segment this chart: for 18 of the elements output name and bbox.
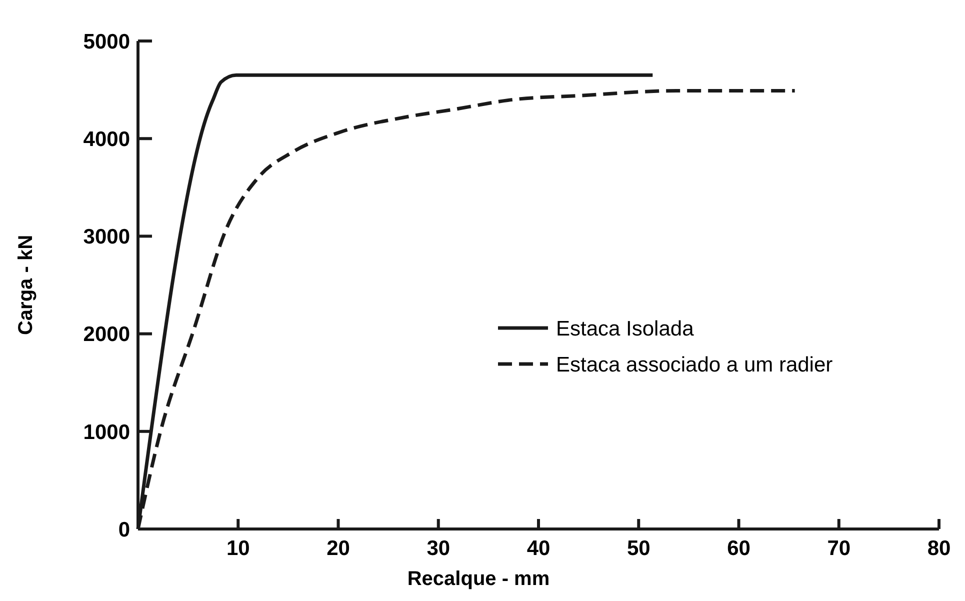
y-tick-label: 0 [118, 518, 130, 542]
x-tick-label: 60 [727, 537, 750, 560]
x-tick-label: 30 [426, 537, 450, 560]
x-tick-label: 80 [927, 537, 951, 560]
x-tick-label: 10 [226, 537, 250, 560]
y-tick-label: 3000 [83, 226, 130, 249]
x-tick-label: 70 [827, 537, 851, 560]
y-tick-label: 1000 [83, 420, 130, 444]
x-tick-label: 40 [526, 537, 550, 560]
x-tick-label: 50 [626, 537, 650, 560]
y-tick-label: 4000 [83, 128, 130, 151]
x-tick-label: 20 [326, 537, 350, 560]
legend-label: Estaca associado a um radier [556, 353, 833, 376]
x-axis-title: Recalque - mm [407, 568, 550, 590]
legend-label: Estaca Isolada [556, 317, 694, 340]
y-axis-title: Carga - kN [15, 234, 37, 336]
y-tick-label: 5000 [83, 30, 130, 54]
y-tick-label: 2000 [83, 323, 130, 346]
